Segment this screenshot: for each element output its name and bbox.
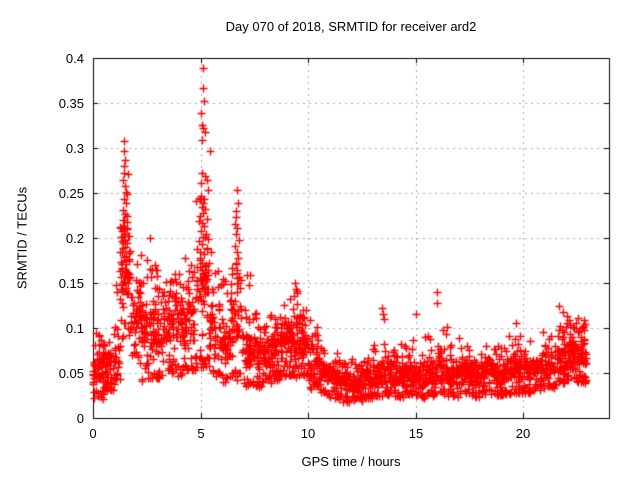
y-tick-label: 0 bbox=[76, 411, 84, 426]
y-tick-label: 0.4 bbox=[65, 51, 84, 66]
x-tick-label: 0 bbox=[89, 426, 97, 441]
x-axis-label: GPS time / hours bbox=[301, 454, 401, 469]
y-tick-label: 0.3 bbox=[65, 141, 84, 156]
y-tick-label: 0.35 bbox=[58, 96, 84, 111]
x-tick-label: 10 bbox=[300, 426, 316, 441]
y-tick-label: 0.1 bbox=[65, 321, 84, 336]
y-tick-label: 0.15 bbox=[58, 276, 84, 291]
x-tick-label: 5 bbox=[197, 426, 205, 441]
y-tick-label: 0.25 bbox=[58, 186, 84, 201]
x-tick-label: 15 bbox=[408, 426, 424, 441]
y-tick-label: 0.05 bbox=[58, 366, 84, 381]
chart-title: Day 070 of 2018, SRMTID for receiver ard… bbox=[225, 19, 477, 34]
x-tick-label: 20 bbox=[515, 426, 531, 441]
y-tick-label: 0.2 bbox=[65, 231, 84, 246]
